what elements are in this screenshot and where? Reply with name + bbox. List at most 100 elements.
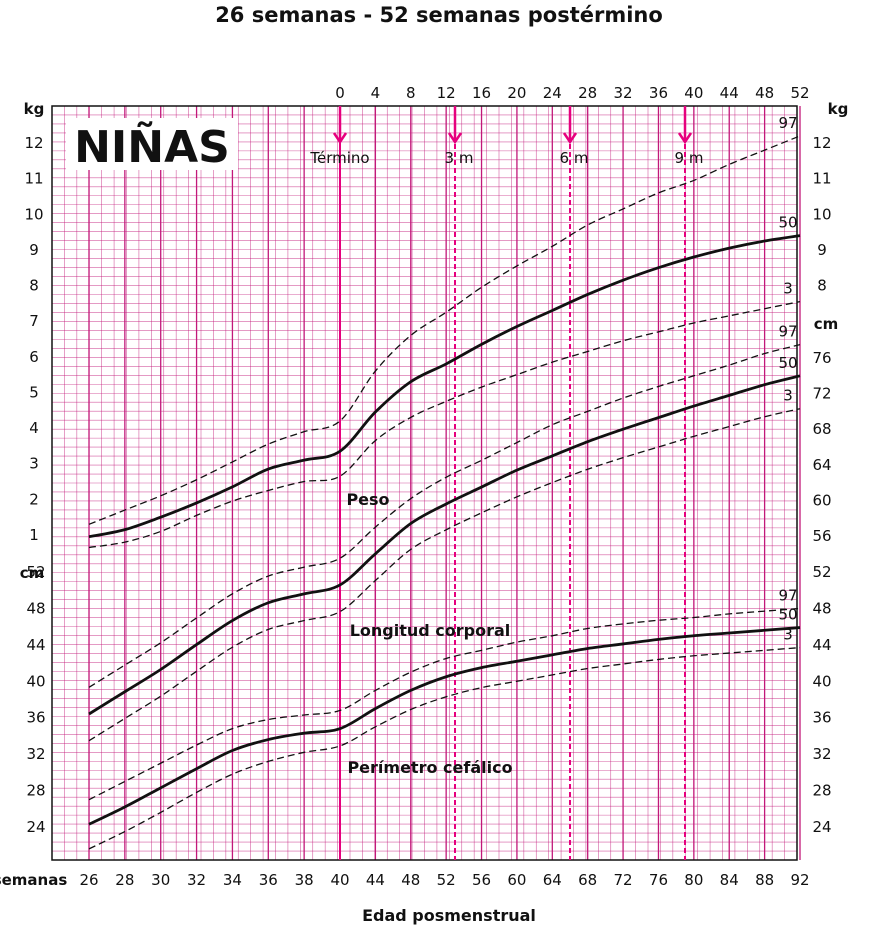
marker-arrow-head <box>677 132 693 145</box>
marker-label: 3 m <box>445 149 474 167</box>
group-label: Perímetro cefálico <box>347 758 512 777</box>
right-cm-tick: 56 <box>812 527 831 545</box>
small-cm-tick-left: 36 <box>26 709 45 727</box>
x-tick-top: 16 <box>472 84 491 102</box>
small-cm-tick-left: 44 <box>26 636 45 654</box>
x-tick-top: 44 <box>720 84 739 102</box>
x-tick-bottom: 64 <box>543 871 562 889</box>
weight-tick-left: 6 <box>29 348 39 366</box>
x-tick-top: 36 <box>649 84 668 102</box>
x-tick-top: 48 <box>755 84 774 102</box>
group-label: Longitud corporal <box>350 621 511 640</box>
weight-tick-left: 11 <box>24 170 43 188</box>
x-tick-bottom: 84 <box>720 871 739 889</box>
weight-tick-left: 1 <box>29 526 39 544</box>
marker-arrow-head <box>332 132 348 145</box>
x-tick-bottom: 26 <box>79 871 98 889</box>
x-tick-bottom: 80 <box>684 871 703 889</box>
x-tick-bottom: 52 <box>437 871 456 889</box>
weight-tick-left: 10 <box>24 205 43 223</box>
small-cm-tick-left: 28 <box>26 782 45 800</box>
percentile-line <box>88 607 801 801</box>
marker-arrow-head <box>447 132 463 145</box>
x-tick-bottom: 36 <box>259 871 278 889</box>
percentile-line <box>88 135 801 525</box>
x-tick-bottom: 92 <box>790 871 809 889</box>
x-tick-bottom: 88 <box>755 871 774 889</box>
x-tick-top: 4 <box>371 84 381 102</box>
weight-tick-right: 12 <box>812 134 831 152</box>
small-cm-tick-left: 52 <box>26 563 45 581</box>
percentile-label: 3 <box>783 626 793 644</box>
percentile-line <box>88 344 801 688</box>
plot-frame <box>51 105 798 861</box>
weight-tick-left: 3 <box>29 455 39 473</box>
x-tick-bottom: 30 <box>151 871 170 889</box>
weight-tick-left: 12 <box>24 134 43 152</box>
small-cm-tick-left: 48 <box>26 599 45 617</box>
weight-tick-right: 10 <box>812 205 831 223</box>
percentile-label: 50 <box>778 606 797 624</box>
x-tick-top: 32 <box>614 84 633 102</box>
percentile-label: 97 <box>778 323 797 341</box>
weight-tick-left: 9 <box>29 241 39 259</box>
x-tick-bottom: 44 <box>366 871 385 889</box>
small-cm-tick-left: 32 <box>26 745 45 763</box>
group-label: Peso <box>346 490 389 509</box>
percentile-label: 3 <box>783 280 793 298</box>
marker-arrow-head <box>562 132 578 145</box>
weight-tick-right: 9 <box>817 241 827 259</box>
x-tick-bottom: 38 <box>295 871 314 889</box>
weight-tick-right: 8 <box>817 277 827 295</box>
weight-tick-right: 11 <box>812 170 831 188</box>
x-unit-label: semanas <box>0 871 67 889</box>
percentile-line <box>88 300 801 549</box>
x-axis-label: Edad posmenstrual <box>362 906 536 925</box>
right-cm-tick: 44 <box>812 636 831 654</box>
percentile-label: 3 <box>783 387 793 405</box>
x-tick-bottom: 40 <box>330 871 349 889</box>
right-cm-tick: 40 <box>812 672 831 690</box>
right-cm-tick: 32 <box>812 745 831 763</box>
right-cm-tick: 48 <box>812 599 831 617</box>
percentile-line <box>88 626 801 826</box>
x-tick-bottom: 68 <box>578 871 597 889</box>
chart-title: 26 semanas - 52 semanas postérmino <box>215 3 663 27</box>
x-tick-top: 40 <box>684 84 703 102</box>
percentile-line <box>88 234 801 539</box>
right-cm-tick: 76 <box>812 349 831 367</box>
x-tick-top: 24 <box>543 84 562 102</box>
x-tick-bottom: 34 <box>223 871 242 889</box>
weight-tick-left: 8 <box>29 277 39 295</box>
right-cm-tick: 68 <box>812 420 831 438</box>
x-tick-bottom: 72 <box>614 871 633 889</box>
small-cm-tick-left: 24 <box>26 818 45 836</box>
right-cm-tick: 60 <box>812 491 831 509</box>
percentile-line <box>88 374 801 716</box>
right-cm-tick: 24 <box>812 818 831 836</box>
x-tick-top: 20 <box>507 84 526 102</box>
x-tick-top: 28 <box>578 84 597 102</box>
marker-label: 9 m <box>675 149 704 167</box>
weight-unit-left: kg <box>24 100 45 118</box>
percentile-line <box>88 646 801 850</box>
right-cm-tick: 52 <box>812 563 831 581</box>
right-cm-tick: 36 <box>812 709 831 727</box>
percentile-label: 50 <box>778 214 797 232</box>
chart-subtitle: NIÑAS <box>74 120 230 173</box>
x-tick-top: 12 <box>437 84 456 102</box>
x-tick-bottom: 32 <box>187 871 206 889</box>
percentile-label: 50 <box>778 354 797 372</box>
right-cm-tick: 64 <box>812 456 831 474</box>
length-unit-right: cm <box>814 315 839 333</box>
marker-label: 6 m <box>560 149 589 167</box>
small-cm-unit-left: cm <box>20 564 45 582</box>
weight-tick-left: 5 <box>29 383 39 401</box>
right-cm-tick: 72 <box>812 385 831 403</box>
marker-label: Término <box>309 149 369 167</box>
x-tick-top: 0 <box>335 84 345 102</box>
subtitle-bg <box>66 118 238 170</box>
weight-tick-left: 7 <box>29 312 39 330</box>
right-cm-tick: 28 <box>812 782 831 800</box>
